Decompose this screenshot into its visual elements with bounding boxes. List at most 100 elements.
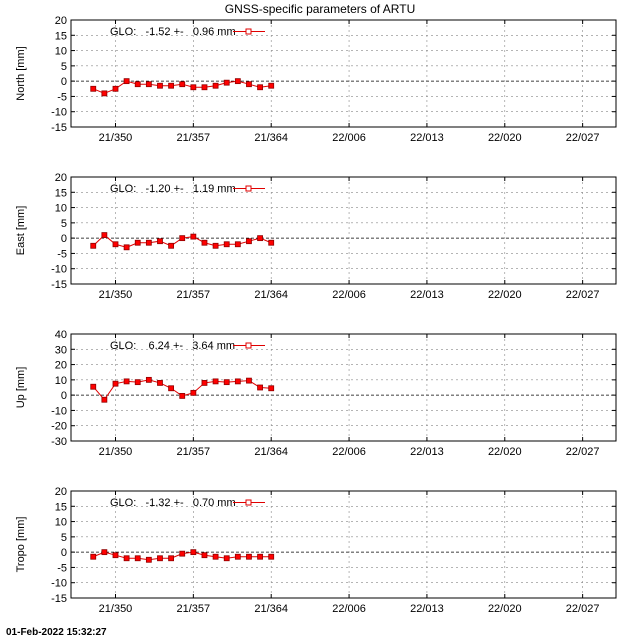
plot-frame (70, 490, 617, 599)
data-point (90, 383, 97, 390)
data-point (145, 556, 152, 563)
data-point (145, 81, 152, 88)
y-tick-label: 15 (55, 30, 67, 42)
data-point (168, 242, 175, 249)
data-point (123, 555, 130, 562)
data-point (201, 552, 208, 559)
x-tick-label: 22/013 (410, 289, 444, 301)
x-tick-label: 21/350 (99, 603, 133, 615)
data-point (90, 242, 97, 249)
legend-text: GLO: 6.24 +- 3.64 mm (110, 340, 235, 352)
x-tick-label: 22/020 (488, 446, 522, 458)
panel-up: -30 -20 -10 0 10 20 30 40 21/350 21/357 21/364 22/0… (15, 329, 617, 458)
data-point (101, 396, 108, 403)
data-point (201, 84, 208, 91)
y-tick-label: 15 (55, 501, 67, 513)
data-point (223, 379, 230, 386)
data-point (145, 376, 152, 383)
data-point (234, 378, 241, 385)
x-tick-label: 22/020 (488, 132, 522, 144)
x-tick-label: 21/350 (99, 446, 133, 458)
data-point (157, 238, 163, 245)
data-point (179, 393, 186, 399)
data-point (134, 379, 141, 386)
y-tick-label: 10 (55, 375, 67, 387)
y-tick-label: -10 (51, 405, 67, 417)
data-point (246, 553, 252, 560)
data-point (90, 85, 97, 92)
x-tick-label: 21/357 (177, 289, 211, 301)
y-tick-label: 0 (61, 547, 67, 559)
y-tick-label: 20 (55, 172, 67, 184)
data-point (157, 82, 163, 89)
x-tick-label: 21/357 (177, 446, 211, 458)
data-point (134, 239, 141, 246)
data-point (246, 238, 252, 245)
x-tick-label: 22/027 (566, 132, 600, 144)
y-tick-label: 20 (55, 360, 67, 372)
data-point (246, 377, 252, 384)
data-point (268, 553, 275, 560)
data-point (246, 81, 252, 88)
data-point (201, 239, 208, 246)
y-axis-label: East [mm] (15, 206, 27, 256)
data-point (123, 78, 130, 85)
x-tick-label: 22/013 (410, 446, 444, 458)
y-tick-label: 0 (61, 76, 67, 88)
y-tick-label: -10 (51, 107, 67, 119)
data-point (223, 79, 230, 86)
data-point (145, 239, 152, 246)
data-point (257, 235, 263, 242)
data-point (190, 389, 197, 396)
data-point (101, 232, 108, 238)
legend-marker (245, 499, 252, 506)
x-tick-label: 21/364 (254, 446, 288, 458)
legend-marker (245, 28, 252, 35)
data-point (268, 82, 275, 89)
data-point (234, 241, 241, 248)
y-tick-label: -20 (51, 421, 67, 433)
data-point (234, 78, 241, 85)
data-point (190, 549, 197, 556)
y-tick-label: 0 (61, 390, 67, 402)
data-point (112, 552, 119, 559)
y-tick-label: 20 (55, 486, 67, 498)
y-tick-label: 5 (61, 218, 67, 230)
y-axis-label: North [mm] (15, 46, 27, 100)
x-tick-label: 21/350 (99, 132, 133, 144)
x-tick-label: 22/020 (488, 289, 522, 301)
data-point (134, 555, 141, 562)
data-point (201, 380, 208, 386)
plot-frame (70, 333, 617, 442)
panel-east: -15 -10 -5 0 5 10 15 20 21/350 21/357 21/364 22/006… (15, 172, 617, 301)
data-point (168, 385, 175, 392)
data-point (168, 555, 175, 562)
data-point (112, 85, 119, 92)
y-tick-label: 40 (55, 329, 67, 341)
y-tick-label: -5 (57, 562, 67, 574)
legend-marker (245, 342, 252, 349)
y-tick-label: -10 (51, 264, 67, 276)
y-axis-label: Up [mm] (15, 367, 27, 409)
x-tick-label: 22/020 (488, 603, 522, 615)
data-point (134, 81, 141, 88)
data-point (212, 553, 219, 560)
x-tick-label: 22/027 (566, 603, 600, 615)
y-tick-label: 0 (61, 233, 67, 245)
data-point (179, 550, 186, 557)
y-tick-label: -15 (51, 279, 67, 291)
legend-text: GLO: -1.20 +- 1.19 mm (110, 183, 236, 195)
plot-frame (70, 19, 617, 128)
legend-marker (245, 185, 252, 192)
data-point (212, 242, 219, 249)
x-tick-label: 21/357 (177, 132, 211, 144)
chart-title: GNSS-specific parameters of ARTU (225, 2, 416, 16)
legend-text: GLO: -1.52 +- 0.96 mm (110, 26, 236, 38)
x-tick-label: 22/006 (332, 446, 366, 458)
y-tick-label: -30 (51, 436, 67, 448)
x-tick-label: 22/006 (332, 603, 366, 615)
x-tick-label: 22/006 (332, 289, 366, 301)
data-point (168, 82, 175, 89)
y-tick-label: 10 (55, 517, 67, 529)
